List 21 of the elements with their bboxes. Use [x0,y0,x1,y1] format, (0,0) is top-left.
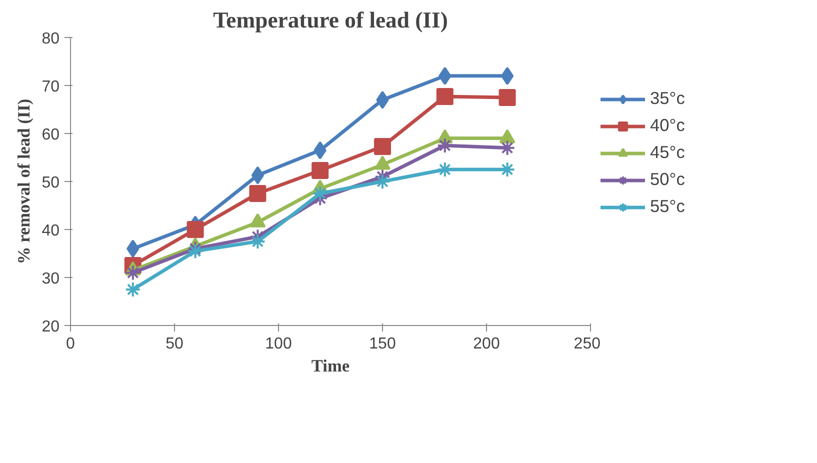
y-tick-label: 40 [42,222,60,240]
y-axis-title: % removal of lead (II) [14,98,34,264]
legend-label: 40°c [650,115,685,136]
x-axis-title: Time [311,356,350,376]
y-tick-label: 70 [42,78,60,96]
x-tick-label: 100 [265,336,292,352]
x-tick-label: 50 [166,336,184,352]
y-tick-label: 20 [42,318,60,336]
legend-label: 55°c [650,196,685,217]
legend-label: 35°c [650,88,685,109]
y-tick-label: 30 [42,270,60,288]
x-tick-label: 0 [66,336,76,352]
x-tick-label: 150 [369,336,396,352]
y-tick-label: 50 [42,174,60,192]
legend-label: 50°c [650,169,685,190]
chart-title: Temperature of lead (II) [213,8,448,32]
y-tick-label: 80 [42,30,60,48]
legend-label: 45°c [650,142,685,163]
y-tick-label: 60 [42,126,60,144]
x-tick-label: 250 [574,336,601,352]
x-tick-label: 200 [473,336,500,352]
